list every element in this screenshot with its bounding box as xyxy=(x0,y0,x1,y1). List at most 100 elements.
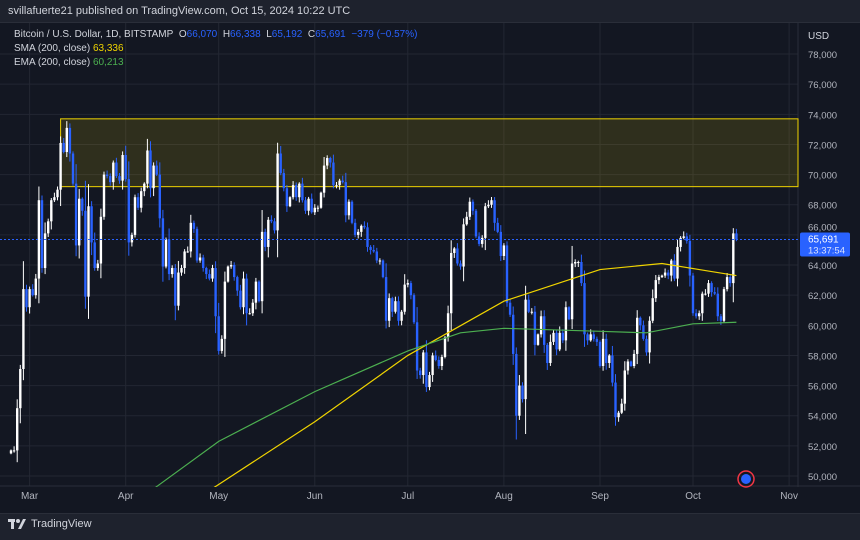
candle-body xyxy=(403,284,406,312)
last-price-label: 65,691 xyxy=(808,235,839,246)
candle-body xyxy=(729,277,732,284)
candle-body xyxy=(347,201,351,216)
close-label: C xyxy=(307,29,316,40)
candle-body xyxy=(558,332,561,350)
candle-body xyxy=(605,338,608,363)
candle-body xyxy=(487,204,490,207)
candle-body xyxy=(341,180,344,183)
candle-body xyxy=(229,265,233,267)
legend-sma-row[interactable]: SMA (200, close) 63,336 xyxy=(14,43,124,54)
publisher-header: svillafuerte21 published on TradingView.… xyxy=(8,5,351,17)
x-tick-label: Jul xyxy=(401,491,414,502)
candle-body xyxy=(121,155,124,181)
candle-body xyxy=(477,236,481,244)
candle-body xyxy=(124,155,127,180)
candle-body xyxy=(670,260,673,276)
candle-body xyxy=(87,206,90,297)
candle-body xyxy=(481,237,484,244)
candle-body xyxy=(620,403,623,413)
candle-body xyxy=(288,197,292,207)
candle-body xyxy=(43,233,47,269)
candle-body xyxy=(326,158,329,166)
candle-body xyxy=(248,313,251,315)
candle-body xyxy=(183,251,186,269)
candle-body xyxy=(539,316,543,335)
candle-body xyxy=(257,281,261,302)
candle-body xyxy=(453,248,456,253)
last-price-tag xyxy=(800,232,850,257)
candle-body xyxy=(682,236,685,238)
sma-label: SMA (200, close) xyxy=(14,43,91,54)
candle-body xyxy=(701,293,704,314)
candle-body xyxy=(56,189,59,198)
candle-body xyxy=(291,185,295,198)
x-tick-label: Sep xyxy=(591,491,609,502)
candle-body xyxy=(440,356,444,366)
candle-body xyxy=(688,240,692,276)
candle-body xyxy=(629,361,633,366)
candle-body xyxy=(149,150,152,189)
candle-body xyxy=(307,198,310,211)
candle-body xyxy=(167,239,171,275)
legend-ema-row[interactable]: EMA (200, close) 60,213 xyxy=(14,57,124,68)
chart-frame[interactable]: 50,000 52,000 54,000 56,000 58,000 60,000 62,0… xyxy=(0,22,860,514)
candle-body xyxy=(648,320,651,353)
tradingview-logo-icon xyxy=(8,519,26,529)
candle-body xyxy=(298,183,301,198)
candle-body xyxy=(22,289,25,370)
x-tick-label: Aug xyxy=(495,491,513,502)
candle-body xyxy=(127,179,130,243)
candle-body xyxy=(16,408,19,451)
candle-body xyxy=(59,142,62,190)
candle-body xyxy=(660,275,664,278)
x-tick-label: Jun xyxy=(307,491,323,502)
candle-body xyxy=(65,127,68,152)
us-flag-icon xyxy=(737,470,755,488)
candle-body xyxy=(198,257,202,261)
candle-body xyxy=(205,268,208,275)
candle-body xyxy=(704,293,707,295)
y-tick-label: 76,000 xyxy=(808,80,837,91)
candle-body xyxy=(130,234,134,243)
tradingview-logo[interactable]: TradingView xyxy=(8,518,92,530)
candle-body xyxy=(226,266,230,282)
candle-body xyxy=(31,289,34,296)
candle-body xyxy=(214,268,217,317)
candle-body xyxy=(115,162,118,177)
candle-body xyxy=(623,370,626,404)
candle-body xyxy=(68,127,72,154)
candle-body xyxy=(679,237,682,247)
candle-body xyxy=(484,206,487,238)
y-tick-label: 50,000 xyxy=(808,472,837,483)
candle-body xyxy=(406,283,409,285)
candle-body xyxy=(536,334,540,345)
candle-body xyxy=(254,281,258,303)
candle-body xyxy=(583,283,586,335)
candle-body xyxy=(301,183,304,201)
candle-body xyxy=(524,299,527,400)
candle-body xyxy=(474,210,478,237)
candle-body xyxy=(512,314,515,354)
candle-body xyxy=(260,231,264,302)
candle-body xyxy=(93,242,96,269)
candle-body xyxy=(338,180,341,186)
candle-body xyxy=(434,355,437,360)
price-chart[interactable]: 50,000 52,000 54,000 56,000 58,000 60,000 62,0… xyxy=(0,23,860,513)
x-tick-label: Mar xyxy=(21,491,39,502)
candle-body xyxy=(577,262,580,264)
candle-body xyxy=(691,275,695,314)
candle-body xyxy=(564,307,568,341)
candle-body xyxy=(657,277,661,281)
candle-body xyxy=(710,283,713,293)
candle-body xyxy=(217,316,220,351)
ema-line xyxy=(150,321,737,492)
candle-body xyxy=(425,352,428,388)
candle-body xyxy=(50,200,53,222)
y-tick-label: 78,000 xyxy=(808,50,837,61)
sma-value: 63,336 xyxy=(92,43,124,54)
candle-body xyxy=(158,174,161,219)
candle-body xyxy=(468,201,471,217)
candle-body xyxy=(601,338,605,366)
candle-body xyxy=(155,165,158,175)
candle-body xyxy=(109,176,112,183)
